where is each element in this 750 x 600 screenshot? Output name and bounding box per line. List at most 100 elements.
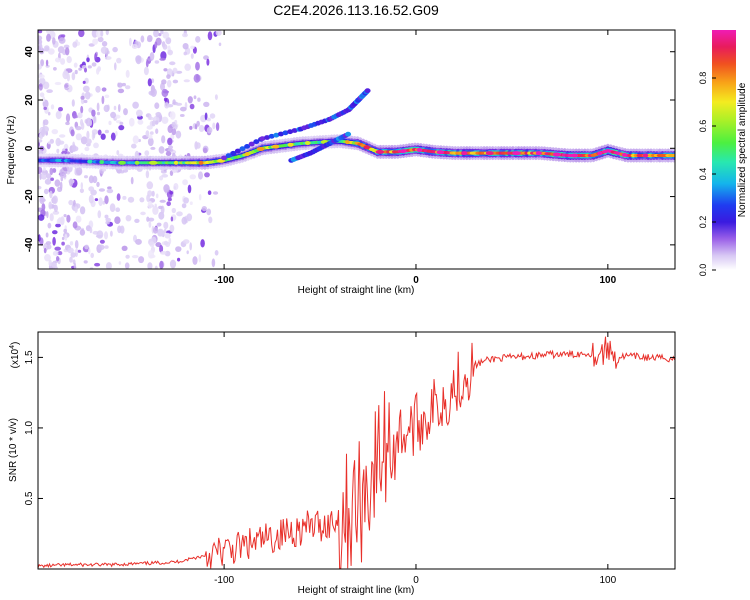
spectrogram-noise-blob: [101, 41, 108, 47]
spectrogram-noise-blob: [132, 101, 139, 109]
spectrogram-noise-blob: [43, 106, 47, 110]
spectrogram-noise-blob: [56, 219, 60, 225]
spectrogram-noise-blob: [148, 114, 152, 120]
spectrogram-noise-blob: [208, 216, 213, 224]
spectrogram-noise-blob: [167, 148, 174, 152]
spectrogram-noise-blob: [172, 67, 178, 74]
spectrogram-noise-blob: [202, 147, 208, 154]
spectrogram-noise-blob: [119, 121, 124, 125]
spectrogram-hot-spot: [304, 141, 311, 145]
spectrogram-noise-blob: [88, 194, 94, 204]
spectrogram-y-tick-label: 40: [24, 46, 35, 58]
spectrogram-noise-blob: [64, 84, 69, 88]
spectrogram-noise-blob: [104, 231, 108, 240]
spectrogram-noise-blob: [138, 256, 145, 264]
spectrogram-noise-blob: [156, 222, 162, 227]
spectrogram-noise-blob: [153, 30, 159, 38]
spectrogram-noise-blob: [195, 142, 201, 149]
spectrogram-noise-blob: [73, 62, 78, 68]
spectrogram-noise-blob: [167, 137, 173, 146]
spectrogram-noise-blob: [197, 97, 201, 102]
spectrogram-noise-blob: [95, 85, 101, 93]
spectrogram-noise-blob: [55, 110, 62, 120]
spectrogram-x-tick-label: -100: [214, 275, 234, 286]
spectrogram-noise-blob: [84, 67, 87, 73]
spectrogram-hot-spot: [436, 150, 445, 155]
figure-title: C2E4.2026.113.16.52.G09: [273, 2, 439, 18]
spectrogram-noise-blob: [204, 112, 208, 121]
spectrogram-noise-blob: [45, 59, 49, 66]
spectrogram-hot-spot: [244, 152, 250, 157]
spectrogram-noise-blob: [105, 217, 111, 222]
spectrogram-noise-blob: [125, 254, 130, 259]
spectrogram-noise-blob: [122, 195, 127, 200]
snr-x-tick-label: 0: [413, 575, 419, 586]
spectrogram-noise-blob: [38, 83, 43, 91]
spectrogram-noise-blob: [159, 260, 164, 269]
spectrogram-x-ticks: -100 0 100: [214, 30, 617, 286]
spectrogram-noise-blob: [93, 142, 99, 149]
spectrogram-noise-blob: [175, 102, 183, 106]
spectrogram-noise-blob: [170, 216, 174, 222]
spectrogram-noise-blob: [135, 238, 142, 245]
spectrogram-noise-blob: [109, 203, 116, 213]
spectrogram-noise-blob: [70, 129, 75, 137]
spectrogram-noise-blob: [56, 256, 60, 262]
spectrogram-noise-blob: [171, 121, 176, 128]
spectrogram-noise-blob: [146, 181, 154, 190]
spectrogram-noise-blob: [149, 241, 155, 247]
snr-x-tick-label: -100: [214, 575, 234, 586]
spectrogram-noise-blob: [72, 221, 78, 229]
spectrogram-noise-blob: [87, 65, 92, 69]
spectrogram-noise-blob: [169, 259, 177, 269]
spectrogram-noise-blob: [146, 125, 153, 130]
spectrogram-noise-blob: [61, 236, 65, 241]
spectrogram-hot-spot: [485, 151, 494, 156]
snr-scale-exponent: 4: [9, 345, 16, 349]
snr-x-tick-label: 100: [600, 575, 617, 586]
spectrogram-noise-blob: [117, 88, 125, 94]
spectrogram-hot-spot: [173, 160, 179, 165]
spectrogram-noise-blob: [101, 168, 107, 172]
spectrogram-noise-blob: [104, 129, 109, 134]
spectrogram-noise-blob: [49, 138, 54, 144]
spectrogram-noise-blob: [71, 99, 75, 107]
snr-series-line: [38, 336, 675, 569]
spectrogram-noise-blob: [49, 213, 54, 222]
spectrogram-noise-blob: [102, 200, 106, 205]
spectrogram-noise-blob: [175, 246, 182, 253]
spectrogram-noise-blob: [107, 186, 112, 190]
spectrogram-noise-blob: [139, 197, 145, 203]
spectrogram-noise-blob: [97, 210, 102, 219]
spectrogram-noise-blob: [164, 232, 171, 239]
spectrogram-noise-blob: [39, 195, 45, 205]
spectrogram-noise-blob: [204, 172, 210, 178]
spectrogram-noise-blob: [105, 30, 109, 36]
spectrogram-noise-blob: [147, 200, 153, 209]
spectrogram-y-tick-label: -40: [24, 237, 35, 252]
spectrogram-noise-blob: [169, 111, 176, 120]
spectrogram-noise-blob: [189, 242, 192, 251]
spectrogram-noise-blob: [89, 227, 93, 234]
spectrogram-upper-branch: [253, 139, 260, 145]
spectrogram-noise-blob: [145, 59, 149, 68]
spectrogram-noise-blob: [186, 250, 189, 255]
spectrogram-noise-blob: [215, 30, 222, 36]
spectrogram-noise-blob: [137, 119, 144, 125]
colorbar-tick-label: 0.8: [698, 72, 708, 85]
spectrogram-noise-blob: [80, 105, 84, 114]
spectrogram-noise-blob: [39, 172, 42, 180]
spectrogram-noise-blob: [203, 55, 209, 60]
spectrogram-noise-blob: [84, 91, 91, 100]
spectrogram-noise-blob: [143, 66, 149, 76]
spectrogram-upper-branch: [291, 128, 298, 133]
spectrogram-noise-blob: [66, 56, 72, 64]
spectrogram-noise-blob: [95, 30, 102, 38]
spectrogram-noise-blob: [106, 188, 114, 194]
spectrogram-noise-blob: [147, 37, 153, 43]
spectrogram-noise-blob: [39, 42, 42, 48]
spectrogram-noise-blob: [69, 178, 74, 187]
spectrogram-noise-blob: [195, 61, 200, 71]
spectrogram-noise-blob: [206, 117, 211, 122]
spectrogram-noise-blob: [43, 188, 49, 195]
